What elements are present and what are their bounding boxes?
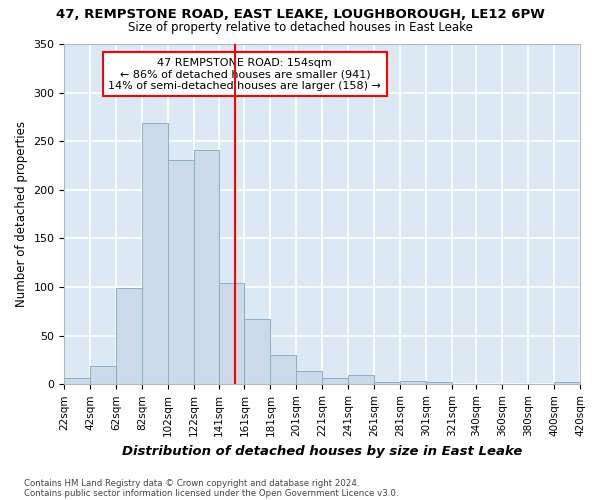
Bar [271,355,296,384]
Text: Contains public sector information licensed under the Open Government Licence v3: Contains public sector information licen… [24,488,398,498]
Bar [322,378,348,384]
Bar [142,123,168,384]
Bar [374,382,400,384]
Bar [116,288,142,384]
Bar [554,382,580,384]
Text: Contains HM Land Registry data © Crown copyright and database right 2024.: Contains HM Land Registry data © Crown c… [24,478,359,488]
X-axis label: Distribution of detached houses by size in East Leake: Distribution of detached houses by size … [122,444,523,458]
Text: 47 REMPSTONE ROAD: 154sqm
← 86% of detached houses are smaller (941)
14% of semi: 47 REMPSTONE ROAD: 154sqm ← 86% of detac… [109,58,381,91]
Text: 47, REMPSTONE ROAD, EAST LEAKE, LOUGHBOROUGH, LE12 6PW: 47, REMPSTONE ROAD, EAST LEAKE, LOUGHBOR… [56,8,544,20]
Bar [64,378,91,384]
Bar [426,382,452,384]
Bar [400,382,426,384]
Bar [244,319,271,384]
Bar [91,366,116,384]
Text: Size of property relative to detached houses in East Leake: Size of property relative to detached ho… [128,21,472,34]
Bar [296,370,322,384]
Y-axis label: Number of detached properties: Number of detached properties [15,121,28,307]
Bar [348,374,374,384]
Bar [168,160,194,384]
Bar [218,283,244,384]
Bar [194,150,218,384]
